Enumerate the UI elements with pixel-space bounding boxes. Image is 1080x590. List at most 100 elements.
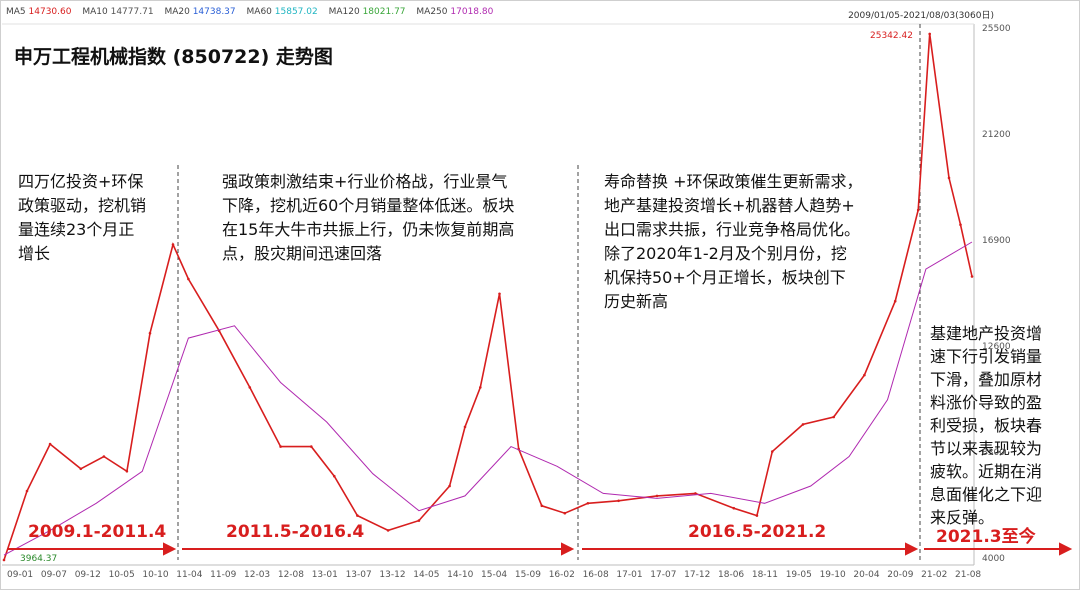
ma250-label: MA250 bbox=[416, 7, 448, 17]
price-point bbox=[863, 373, 866, 377]
price-point bbox=[655, 494, 659, 498]
price-point bbox=[448, 484, 451, 488]
price-point bbox=[928, 32, 931, 36]
price-point bbox=[310, 445, 313, 448]
price-point bbox=[771, 450, 774, 453]
arrow-3-head bbox=[905, 542, 919, 556]
price-point bbox=[279, 445, 282, 448]
price-point bbox=[48, 442, 52, 446]
ma250-series-line bbox=[3, 241, 973, 556]
note-2011-2016: 强政策刺激结束+行业价格战，行业景气 下降，挖机近60个月销量整体低迷。板块 在… bbox=[222, 172, 515, 263]
price-point bbox=[386, 529, 390, 532]
price-point bbox=[801, 423, 805, 426]
x-tick-label: 13-01 bbox=[311, 570, 338, 580]
x-tick-label: 21-02 bbox=[921, 570, 948, 580]
price-point bbox=[248, 386, 252, 389]
period-label-2: 2011.5-2016.4 bbox=[226, 522, 365, 542]
x-tick-label: 15-09 bbox=[514, 570, 541, 580]
x-tick-label: 12-08 bbox=[277, 570, 304, 580]
x-tick-label: 15-04 bbox=[481, 570, 508, 580]
x-tick-label: 16-08 bbox=[582, 570, 609, 580]
x-tick-label: 10-10 bbox=[142, 570, 169, 580]
price-point bbox=[463, 425, 467, 429]
x-tick-label: 19-10 bbox=[819, 570, 846, 580]
note-2021-now: 基建地产投资增 速下行引发销量 下滑，叠加原材 料涨价导致的盈 利受损，板块春 … bbox=[930, 324, 1043, 527]
x-tick-label: 20-09 bbox=[887, 570, 914, 580]
ma20-label: MA20 bbox=[164, 7, 190, 17]
price-point bbox=[125, 470, 129, 473]
min-value-label: 3964.37 bbox=[20, 554, 58, 564]
ma5-value: 14730.60 bbox=[28, 7, 72, 17]
price-point bbox=[832, 415, 835, 419]
ma120-label: MA120 bbox=[328, 7, 360, 17]
ma-legend: MA5 14730.60 MA10 14777.71 MA20 14738.37… bbox=[6, 7, 501, 17]
price-point bbox=[171, 243, 175, 246]
ma10-label: MA10 bbox=[82, 7, 108, 17]
x-tick-label: 17-07 bbox=[650, 570, 677, 580]
x-tick-label: 13-07 bbox=[345, 570, 372, 580]
ma60-label: MA60 bbox=[246, 7, 272, 17]
note-2009-2011: 四万亿投资+环保 政策驱动，挖机销 量连续23个月正 增长 bbox=[18, 172, 147, 263]
date-range-label: 2009/01/05-2021/08/03(3060日) bbox=[848, 11, 994, 21]
chart-title: 申万工程机械指数 (850722) 走势图 bbox=[14, 46, 333, 68]
y-tick-label: 21200 bbox=[982, 130, 1011, 140]
y-tick-label: 8300 bbox=[982, 448, 1005, 458]
price-point bbox=[187, 277, 190, 281]
price-series-line bbox=[3, 33, 973, 561]
ma5-label: MA5 bbox=[6, 7, 26, 17]
x-tick-label: 14-05 bbox=[413, 570, 440, 580]
arrow-2-head bbox=[561, 542, 575, 556]
ma10-value: 14777.71 bbox=[110, 7, 154, 17]
x-tick-label: 18-06 bbox=[718, 570, 745, 580]
x-tick-label: 21-08 bbox=[955, 570, 982, 580]
price-point bbox=[970, 275, 974, 278]
price-point bbox=[916, 208, 920, 212]
price-point bbox=[947, 176, 951, 180]
period-label-1: 2009.1-2011.4 bbox=[28, 522, 167, 542]
ma120-value: 18021.77 bbox=[362, 7, 406, 17]
period-label-4: 2021.3至今 bbox=[936, 527, 1036, 547]
x-tick-label: 09-12 bbox=[74, 570, 101, 580]
y-tick-label: 16900 bbox=[982, 236, 1011, 246]
x-tick-label: 17-12 bbox=[684, 570, 711, 580]
y-tick-label: 12600 bbox=[982, 342, 1011, 352]
x-tick-label: 13-12 bbox=[379, 570, 406, 580]
note-2016-2021: 寿命替换 +环保政策催生更新需求， 地产基建投资增长+机器替人趋势+ 出口需求共… bbox=[604, 172, 863, 311]
price-point bbox=[333, 474, 336, 478]
period-label-3: 2016.5-2021.2 bbox=[688, 522, 827, 542]
price-point bbox=[694, 492, 697, 495]
y-tick-label: 25500 bbox=[982, 24, 1011, 34]
price-point bbox=[755, 514, 759, 517]
x-tick-label: 16-02 bbox=[548, 570, 575, 580]
x-tick-label: 10-05 bbox=[108, 570, 135, 580]
x-tick-label: 09-07 bbox=[40, 570, 67, 580]
price-point bbox=[2, 558, 6, 562]
x-tick-label: 17-01 bbox=[616, 570, 643, 580]
x-tick-label: 11-04 bbox=[176, 570, 203, 580]
price-point bbox=[102, 455, 106, 458]
x-tick-label: 18-11 bbox=[751, 570, 778, 580]
price-point bbox=[563, 511, 567, 515]
price-point bbox=[148, 331, 152, 335]
y-tick-label: 4000 bbox=[982, 554, 1005, 564]
price-point bbox=[540, 504, 544, 508]
ma250-value: 17018.80 bbox=[450, 7, 494, 17]
price-point bbox=[498, 292, 501, 296]
max-value-label: 25342.42 bbox=[870, 31, 913, 41]
ma60-value: 15857.02 bbox=[274, 7, 318, 17]
period-arrows bbox=[8, 542, 1073, 556]
price-point bbox=[479, 386, 482, 389]
x-tick-label: 12-03 bbox=[244, 570, 271, 580]
x-tick-label: 19-05 bbox=[785, 570, 812, 580]
x-tick-label: 20-04 bbox=[853, 570, 880, 580]
arrow-4-head bbox=[1059, 542, 1073, 556]
price-point bbox=[25, 489, 29, 493]
price-point bbox=[79, 467, 83, 471]
series-layer bbox=[2, 32, 974, 562]
x-tick-label: 11-09 bbox=[210, 570, 237, 580]
arrow-1-head bbox=[163, 542, 177, 556]
price-point bbox=[356, 514, 359, 517]
x-tick-label: 09-01 bbox=[7, 570, 34, 580]
price-point bbox=[732, 506, 736, 510]
